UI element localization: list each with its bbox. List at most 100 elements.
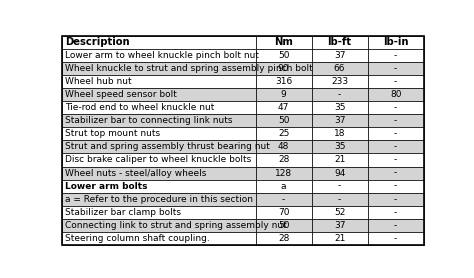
Bar: [368, 193, 424, 206]
Text: -: -: [394, 51, 397, 60]
Text: lb-ft: lb-ft: [328, 38, 352, 48]
Text: Wheel knuckle to strut and spring assembly pinch bolt: Wheel knuckle to strut and spring assemb…: [65, 64, 313, 73]
Bar: [255, 193, 311, 206]
Bar: [311, 49, 368, 62]
Bar: [368, 140, 424, 153]
Text: 233: 233: [331, 77, 348, 86]
Text: -: -: [394, 208, 397, 217]
Bar: [62, 62, 255, 75]
Text: Strut and spring assembly thrust bearing nut: Strut and spring assembly thrust bearing…: [65, 142, 270, 152]
Bar: [255, 140, 311, 153]
Text: -: -: [394, 129, 397, 138]
Text: 18: 18: [334, 129, 346, 138]
Text: 50: 50: [278, 116, 289, 125]
Text: Wheel nuts - steel/alloy wheels: Wheel nuts - steel/alloy wheels: [65, 168, 207, 178]
Text: 52: 52: [334, 208, 345, 217]
Bar: [255, 180, 311, 193]
Text: 48: 48: [278, 142, 289, 152]
Text: 316: 316: [275, 77, 292, 86]
Text: 47: 47: [278, 103, 289, 112]
Text: -: -: [394, 195, 397, 204]
Text: Steering column shaft coupling.: Steering column shaft coupling.: [65, 234, 210, 243]
Text: 9: 9: [281, 90, 286, 99]
Text: 37: 37: [334, 51, 346, 60]
Text: a = Refer to the procedure in this section: a = Refer to the procedure in this secti…: [65, 195, 253, 204]
Text: -: -: [394, 155, 397, 165]
Bar: [368, 127, 424, 140]
Bar: [368, 49, 424, 62]
Bar: [62, 206, 255, 219]
Bar: [62, 88, 255, 101]
Bar: [311, 167, 368, 180]
Bar: [255, 114, 311, 127]
Bar: [255, 62, 311, 75]
Text: Lower arm to wheel knuckle pinch bolt nut: Lower arm to wheel knuckle pinch bolt nu…: [65, 51, 259, 60]
Bar: [255, 167, 311, 180]
Text: 35: 35: [334, 142, 346, 152]
Text: 28: 28: [278, 234, 289, 243]
Text: -: -: [394, 77, 397, 86]
Text: -: -: [394, 182, 397, 191]
Bar: [62, 167, 255, 180]
Bar: [255, 232, 311, 245]
Text: Stabilizer bar clamp bolts: Stabilizer bar clamp bolts: [65, 208, 181, 217]
Text: 70: 70: [278, 208, 289, 217]
Bar: [311, 193, 368, 206]
Text: Connecting link to strut and spring assembly nut: Connecting link to strut and spring asse…: [65, 221, 287, 230]
Bar: [62, 140, 255, 153]
Text: Stabilizer bar to connecting link nuts: Stabilizer bar to connecting link nuts: [65, 116, 233, 125]
Text: 25: 25: [278, 129, 289, 138]
Bar: [62, 127, 255, 140]
Bar: [311, 36, 368, 49]
Text: 50: 50: [278, 51, 289, 60]
Text: a: a: [281, 182, 286, 191]
Text: Description: Description: [65, 38, 130, 48]
Bar: [255, 206, 311, 219]
Text: 128: 128: [275, 168, 292, 178]
Bar: [311, 153, 368, 167]
Text: -: -: [394, 221, 397, 230]
Text: Strut top mount nuts: Strut top mount nuts: [65, 129, 160, 138]
Bar: [62, 114, 255, 127]
Bar: [368, 232, 424, 245]
Bar: [255, 127, 311, 140]
Bar: [311, 101, 368, 114]
Text: Wheel speed sensor bolt: Wheel speed sensor bolt: [65, 90, 177, 99]
Bar: [255, 75, 311, 88]
Bar: [255, 49, 311, 62]
Bar: [368, 62, 424, 75]
Text: -: -: [394, 142, 397, 152]
Bar: [255, 153, 311, 167]
Text: 94: 94: [334, 168, 345, 178]
Text: -: -: [338, 182, 341, 191]
Bar: [368, 114, 424, 127]
Bar: [311, 219, 368, 232]
Bar: [311, 180, 368, 193]
Bar: [311, 232, 368, 245]
Text: -: -: [338, 90, 341, 99]
Bar: [255, 36, 311, 49]
Text: Wheel hub nut: Wheel hub nut: [65, 77, 132, 86]
Bar: [62, 153, 255, 167]
Bar: [255, 219, 311, 232]
Bar: [368, 101, 424, 114]
Bar: [311, 206, 368, 219]
Bar: [62, 180, 255, 193]
Bar: [62, 232, 255, 245]
Text: -: -: [394, 234, 397, 243]
Text: 90: 90: [278, 64, 289, 73]
Text: -: -: [394, 168, 397, 178]
Text: 37: 37: [334, 221, 346, 230]
Text: 37: 37: [334, 116, 346, 125]
Bar: [368, 75, 424, 88]
Bar: [255, 101, 311, 114]
Text: 80: 80: [390, 90, 401, 99]
Bar: [255, 88, 311, 101]
Bar: [368, 180, 424, 193]
Text: Lower arm bolts: Lower arm bolts: [65, 182, 147, 191]
Bar: [311, 114, 368, 127]
Bar: [62, 49, 255, 62]
Bar: [311, 140, 368, 153]
Bar: [62, 101, 255, 114]
Text: -: -: [394, 64, 397, 73]
